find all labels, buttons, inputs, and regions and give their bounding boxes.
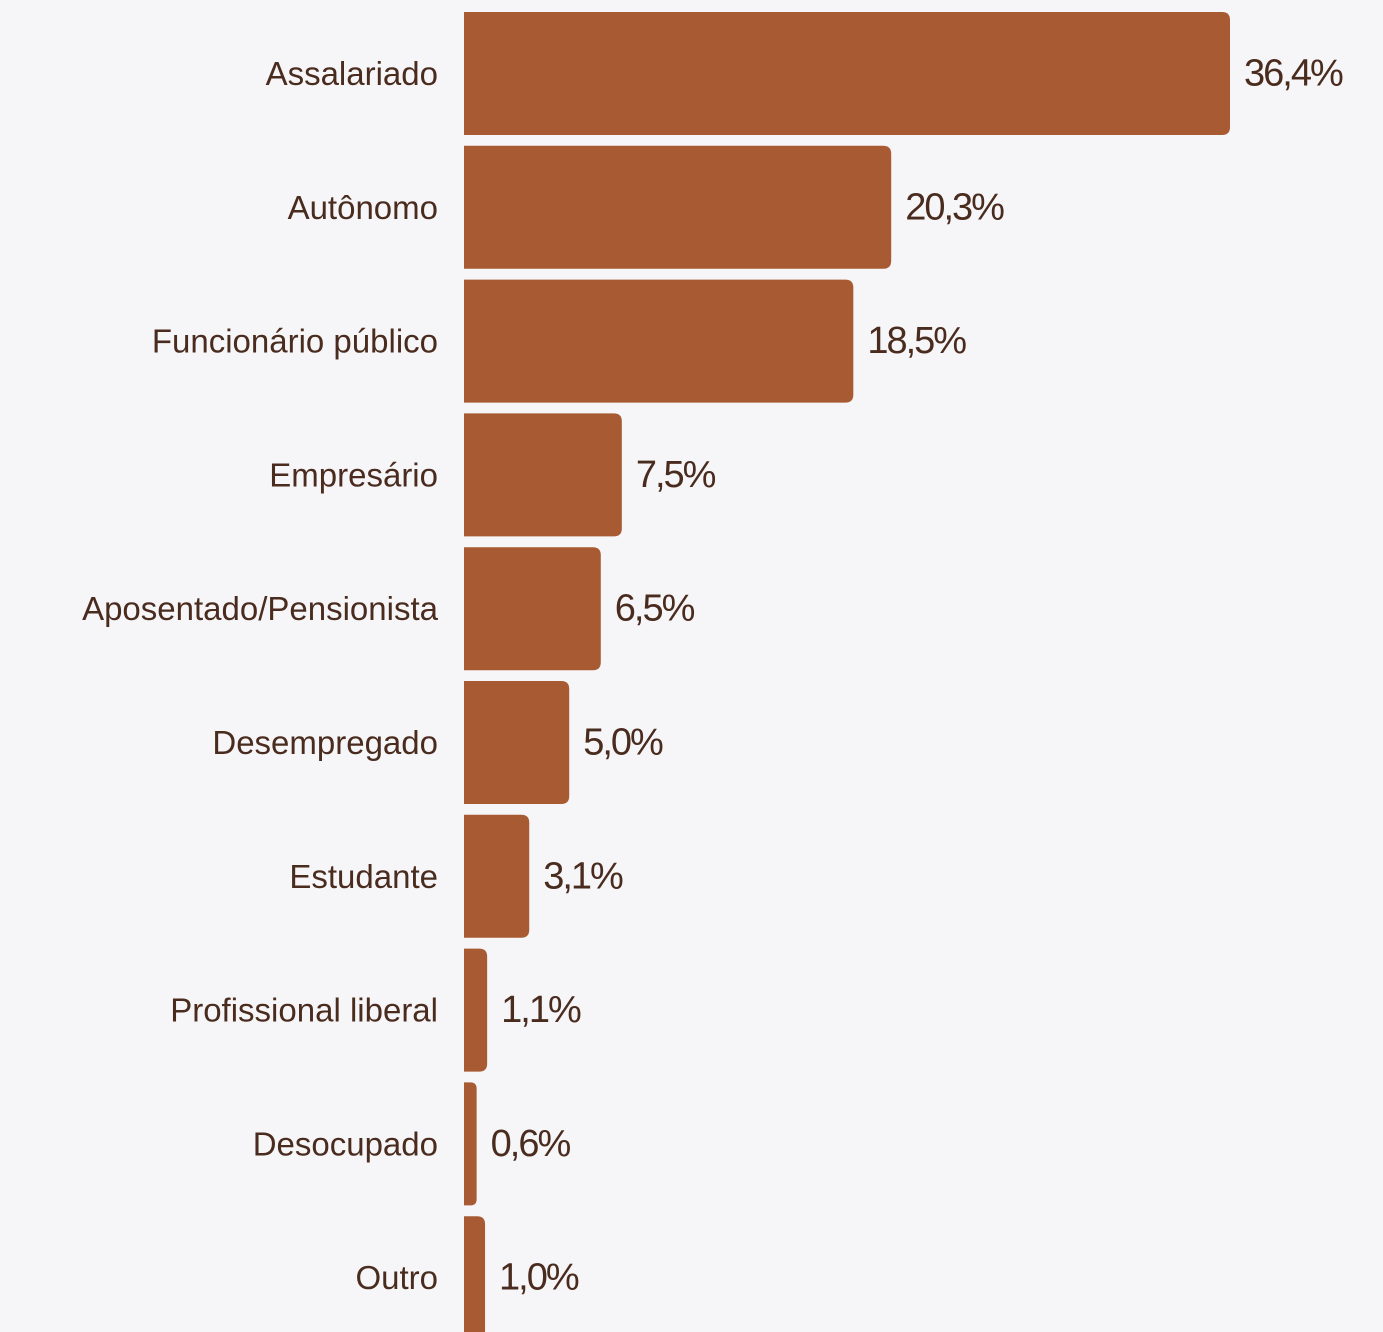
value-label-autonomo: 20,3% bbox=[905, 186, 1004, 228]
category-label-empresario: Empresário bbox=[269, 456, 438, 493]
bar-autonomo bbox=[464, 145, 892, 269]
category-label-outro: Outro bbox=[355, 1259, 438, 1296]
value-label-aposentado-pensionista: 6,5% bbox=[615, 588, 695, 630]
bar-outro bbox=[464, 1216, 486, 1332]
category-label-profissional-liberal: Profissional liberal bbox=[170, 992, 438, 1029]
bar-funcionario-publico bbox=[464, 279, 854, 403]
value-label-desempregado: 5,0% bbox=[583, 722, 663, 764]
bar-desocupado bbox=[464, 1082, 477, 1206]
value-label-outro: 1,0% bbox=[499, 1257, 579, 1299]
bar-aposentado-pensionista bbox=[464, 547, 601, 671]
category-label-desocupado: Desocupado bbox=[253, 1125, 438, 1162]
value-label-assalariado: 36,4% bbox=[1244, 53, 1343, 95]
category-label-funcionario-publico: Funcionário público bbox=[152, 323, 438, 360]
value-label-profissional-liberal: 1,1% bbox=[501, 989, 581, 1031]
category-label-assalariado: Assalariado bbox=[266, 55, 438, 92]
value-label-funcionario-publico: 18,5% bbox=[867, 320, 966, 362]
value-label-empresario: 7,5% bbox=[636, 454, 716, 496]
category-labels-group: Assalariado Autônomo Funcionário público Em… bbox=[82, 55, 439, 1296]
category-label-estudante: Estudante bbox=[289, 858, 438, 895]
value-label-estudante: 3,1% bbox=[543, 855, 623, 897]
value-label-desocupado: 0,6% bbox=[491, 1123, 571, 1165]
category-label-desempregado: Desempregado bbox=[212, 724, 438, 761]
category-label-autonomo: Autônomo bbox=[288, 189, 438, 226]
bar-assalariado bbox=[464, 12, 1230, 135]
value-labels-group: 36,4% 20,3% 18,5% 7,5% 6,5% 5,0% 3,1% 1,1% 0,6% 1… bbox=[491, 53, 1345, 1299]
bar-desempregado bbox=[464, 681, 570, 804]
bar-empresario bbox=[464, 413, 622, 537]
bar-estudante bbox=[464, 814, 530, 938]
category-label-aposentado-pensionista: Aposentado/Pensionista bbox=[82, 590, 439, 627]
bar-profissional-liberal bbox=[464, 948, 488, 1072]
bars-group bbox=[464, 12, 1230, 1332]
